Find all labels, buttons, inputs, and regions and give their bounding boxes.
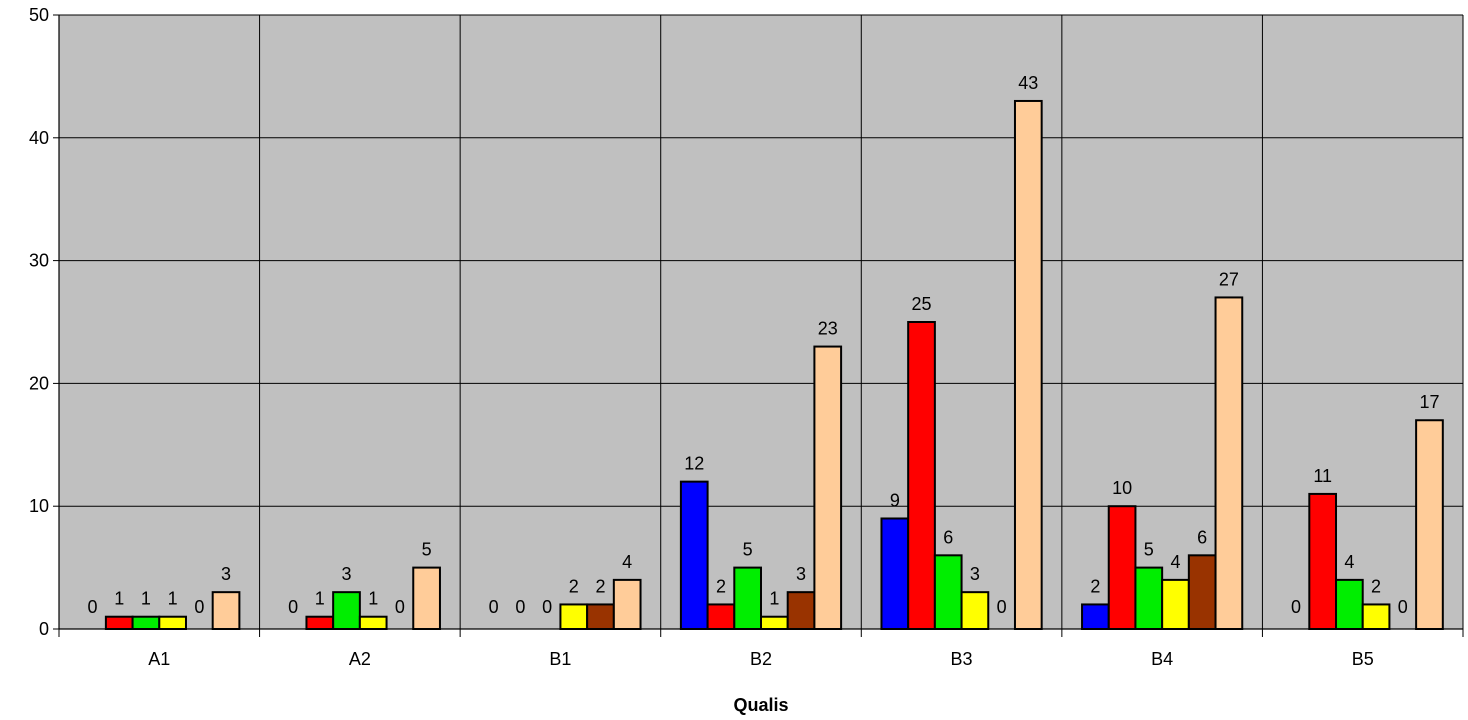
data-label-A2-s4: 1 — [368, 589, 378, 609]
bar-A2-s4 — [358, 615, 388, 630]
bar-B4-s4 — [1161, 578, 1190, 631]
bar-B3-s2 — [907, 321, 936, 630]
bar-B2-s1 — [679, 480, 709, 631]
bar-B1-s6 — [612, 578, 642, 631]
x-tick-label-B4: B4 — [1151, 649, 1173, 669]
data-label-A1-s4: 1 — [168, 589, 178, 609]
bar-B2-s5 — [786, 591, 816, 630]
bar-B5-s6 — [1415, 419, 1444, 630]
data-label-A2-s6: 5 — [422, 540, 432, 560]
bar-B4-s6 — [1214, 296, 1244, 630]
bar-A2-s2 — [305, 615, 335, 630]
bar-A1-s4 — [158, 615, 187, 630]
bar-B2-s2 — [706, 603, 736, 631]
data-label-B4-s5: 6 — [1197, 527, 1207, 547]
y-tick-label-40: 40 — [29, 128, 49, 148]
data-label-B1-s6: 4 — [622, 552, 632, 572]
data-label-B2-s1: 12 — [684, 454, 704, 474]
bar-B1-s5 — [586, 603, 615, 631]
bar-A2-s3 — [332, 591, 361, 630]
data-label-B3-s4: 3 — [970, 564, 980, 584]
data-label-A2-s3: 3 — [341, 564, 351, 584]
data-label-A2-s1: 0 — [288, 597, 298, 617]
y-tick-label-0: 0 — [39, 619, 49, 639]
bar-B5-s3 — [1335, 578, 1364, 631]
bar-B3-s1 — [880, 517, 910, 630]
data-label-B2-s4: 1 — [769, 589, 779, 609]
data-label-A2-s5: 0 — [395, 597, 405, 617]
data-label-B4-s2: 10 — [1112, 478, 1132, 498]
bar-B5-s2 — [1308, 492, 1338, 631]
data-labels: 0 1 1 1 030 131 050 0 02 241225132392563043210546… — [88, 73, 1440, 617]
data-label-B4-s3: 5 — [1144, 540, 1154, 560]
bar-B3-s4 — [960, 591, 990, 630]
data-label-B2-s3: 5 — [743, 540, 753, 560]
data-label-A1-s1: 0 — [88, 597, 98, 617]
data-label-B5-s4: 2 — [1371, 576, 1381, 596]
grid-lines — [58, 14, 1464, 630]
data-label-B1-s3: 0 — [542, 597, 552, 617]
x-tick-label-B3: B3 — [951, 649, 973, 669]
bar-B2-s4 — [760, 615, 789, 630]
x-tick-label-B1: B1 — [549, 649, 571, 669]
bar-B4-s5 — [1187, 554, 1217, 631]
bar-B2-s6 — [813, 345, 843, 630]
data-label-A1-s3: 1 — [141, 589, 151, 609]
y-tick-label-20: 20 — [29, 373, 49, 393]
data-label-B4-s4: 4 — [1170, 552, 1180, 572]
x-tick-label-A1: A1 — [148, 649, 170, 669]
bar-B4-s2 — [1107, 505, 1137, 631]
data-label-A1-s6: 3 — [221, 564, 231, 584]
x-tick-label-B2: B2 — [750, 649, 772, 669]
data-label-B3-s1: 9 — [890, 490, 900, 510]
bar-B3-s6 — [1013, 99, 1043, 630]
data-label-B1-s5: 2 — [595, 576, 605, 596]
bar-B3-s3 — [933, 554, 963, 631]
data-label-B5-s5: 0 — [1398, 597, 1408, 617]
data-label-A2-s2: 1 — [315, 589, 325, 609]
bar-B4-s3 — [1134, 566, 1164, 630]
data-label-B4-s1: 2 — [1090, 576, 1100, 596]
bar-A1-s3 — [131, 615, 161, 630]
data-label-B1-s4: 2 — [569, 576, 579, 596]
data-label-B5-s2: 11 — [1313, 466, 1332, 486]
data-label-B1-s1: 0 — [489, 597, 499, 617]
data-label-B3-s5: 0 — [997, 597, 1007, 617]
data-label-B4-s6: 27 — [1219, 269, 1239, 289]
data-label-B2-s6: 23 — [818, 319, 838, 339]
x-tick-label-B5: B5 — [1352, 649, 1374, 669]
data-label-B1-s2: 0 — [515, 597, 525, 617]
data-label-B2-s2: 2 — [716, 576, 726, 596]
x-tick-label-A2: A2 — [349, 649, 371, 669]
bar-B4-s1 — [1081, 603, 1110, 631]
data-label-B2-s5: 3 — [796, 564, 806, 584]
bar-A1-s2 — [104, 615, 134, 630]
data-label-A1-s2: 1 — [114, 589, 124, 609]
plot-area — [59, 15, 1463, 629]
data-label-B5-s6: 17 — [1419, 392, 1439, 412]
bar-A1-s6 — [211, 591, 241, 630]
data-label-B3-s2: 25 — [912, 294, 932, 314]
data-label-B3-s6: 43 — [1018, 73, 1038, 93]
y-tick-label-50: 50 — [29, 5, 49, 25]
bar-B1-s4 — [559, 603, 589, 631]
data-label-B3-s3: 6 — [943, 527, 953, 547]
bar-A2-s6 — [412, 566, 441, 630]
bar-B5-s4 — [1361, 603, 1391, 631]
data-label-B5-s1: 0 — [1291, 597, 1301, 617]
x-axis-title: Qualis — [733, 695, 788, 715]
bar-B2-s3 — [733, 566, 762, 630]
y-tick-label-30: 30 — [29, 251, 49, 271]
data-label-A1-s5: 0 — [194, 597, 204, 617]
y-tick-label-10: 10 — [29, 496, 49, 516]
data-label-B5-s3: 4 — [1344, 552, 1354, 572]
bars — [104, 99, 1444, 631]
